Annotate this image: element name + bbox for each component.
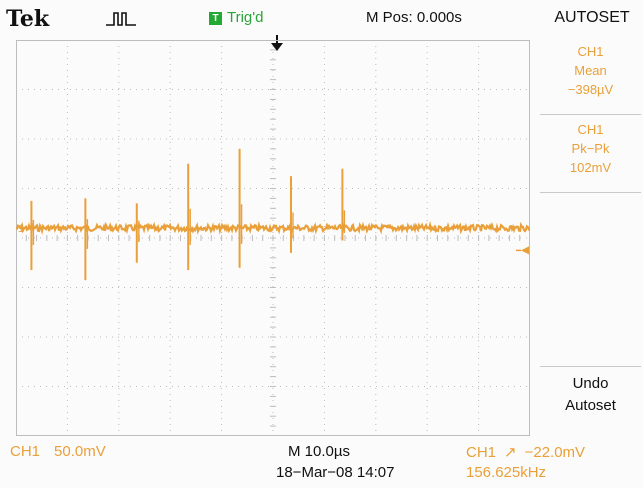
date-time: 18−Mar−08 14:07 — [276, 464, 395, 481]
waveform-graticule: 1 — [16, 40, 530, 436]
frequency-readout: 156.625kHz — [466, 464, 547, 481]
pkpk-channel-label: CH1 — [577, 122, 604, 137]
ch1-noise-trace — [16, 220, 530, 235]
trigger-level-arrow-icon — [521, 246, 529, 255]
trigger-badge-letter: T — [212, 13, 219, 24]
undo-autoset-button[interactable]: Undo Autoset — [540, 366, 641, 441]
horizontal-position-readout: M Pos: 0.000s — [366, 9, 462, 26]
autoset-label: Autoset — [565, 397, 616, 414]
trigger-channel: CH1 — [466, 444, 497, 461]
time-per-div: M 10.0µs — [288, 443, 350, 460]
channel-scale-readout: CH1 50.0mV — [10, 443, 106, 460]
mean-label: Mean — [574, 63, 607, 78]
channel-label: CH1 — [10, 443, 41, 460]
trigger-slope-icon: ↗ — [504, 444, 517, 461]
menu-title: AUTOSET — [554, 9, 630, 26]
trigger-readout: CH1 ↗ −22.0mV — [466, 443, 585, 461]
top-status-bar: Tek T Trig'd M Pos: 0.000s AUTOSET — [0, 0, 643, 38]
undo-label: Undo — [572, 375, 609, 392]
pkpk-value: 102mV — [569, 160, 612, 175]
trigger-status-text: Trig'd — [227, 9, 264, 26]
bottom-status-bar: CH1 50.0mV M 10.0µs 18−Mar−08 14:07 CH1 ↗ −… — [0, 440, 643, 488]
ch1-ground-marker: 1 — [18, 223, 24, 235]
trigger-level: −22.0mV — [524, 444, 586, 461]
mean-value: −398µV — [567, 82, 614, 97]
pulse-run-icon — [106, 12, 136, 26]
pkpk-measurement-box[interactable]: CH1 Pk−Pk 102mV — [540, 120, 641, 193]
screen-markers: 1 — [18, 223, 529, 255]
ch1-waveform-trace — [16, 148, 530, 281]
mean-measurement-box[interactable]: CH1 Mean −398µV — [540, 42, 641, 115]
graticule-grid — [16, 40, 530, 436]
pkpk-label: Pk−Pk — [571, 141, 610, 156]
brand-logo: Tek — [6, 6, 50, 32]
trigger-status-badge: T — [209, 12, 222, 25]
volts-per-div: 50.0mV — [54, 443, 106, 460]
mean-channel-label: CH1 — [577, 44, 604, 59]
side-menu: CH1 Mean −398µV CH1 Pk−Pk 102mV Undo Aut… — [540, 36, 643, 444]
